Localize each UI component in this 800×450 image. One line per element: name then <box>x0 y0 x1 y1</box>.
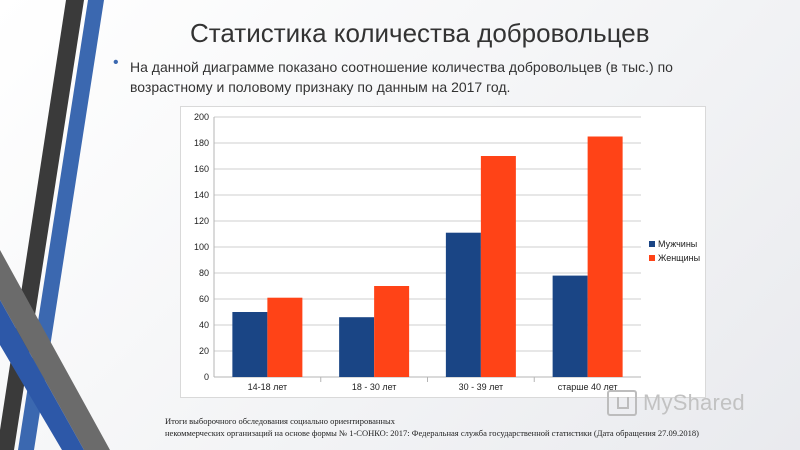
watermark: MyShared <box>607 388 777 418</box>
bar-men <box>339 317 375 377</box>
bar-men <box>445 232 481 377</box>
footnote-line-2: некоммерческих организаций на основе фор… <box>165 428 699 438</box>
legend-item-women: Женщины <box>649 253 705 263</box>
slide-subtitle: На данной диаграмме показано соотношение… <box>130 59 673 95</box>
legend-item-men: Мужчины <box>649 239 705 249</box>
bar-women <box>480 156 516 377</box>
bar-chart: 0 20 40 60 80 100 120 140 160 180 200 14-18 лет 18 -… <box>194 112 641 392</box>
y-tick-label: 40 <box>199 320 209 330</box>
y-tick-label: 140 <box>194 190 209 200</box>
y-tick-label: 180 <box>194 138 209 148</box>
x-tick-label: 18 - 30 лет <box>352 382 397 392</box>
chart-legend: Мужчины Женщины <box>649 239 705 267</box>
legend-swatch-men <box>649 241 655 247</box>
bar-women <box>374 286 410 377</box>
x-tick-label: старше 40 лет <box>558 382 618 392</box>
watermark-logo-icon <box>607 390 637 416</box>
legend-swatch-women <box>649 255 655 261</box>
y-tick-label: 200 <box>194 112 209 122</box>
y-tick-label: 160 <box>194 164 209 174</box>
y-tick-label: 100 <box>194 242 209 252</box>
legend-label-women: Женщины <box>658 253 701 263</box>
watermark-text: MyShared <box>643 390 745 415</box>
bar-women <box>587 136 623 377</box>
bar-women <box>267 297 303 377</box>
grey-stripe <box>0 250 110 450</box>
source-footnote: Итоги выборочного обследования социально… <box>165 415 795 439</box>
footnote-line-1: Итоги выборочного обследования социально… <box>165 416 395 426</box>
bar-men <box>552 275 588 377</box>
bar-men <box>232 312 268 377</box>
y-tick-label: 0 <box>204 372 209 382</box>
slide-title: Статистика количества добровольцев <box>190 18 650 48</box>
chart-container: 0 20 40 60 80 100 120 140 160 180 200 14-18 лет 18 -… <box>180 106 706 398</box>
y-tick-label: 60 <box>199 294 209 304</box>
legend-label-men: Мужчины <box>658 239 698 249</box>
bullet-icon: • <box>113 54 119 71</box>
x-tick-label: 30 - 39 лет <box>459 382 504 392</box>
y-tick-label: 20 <box>199 346 209 356</box>
slide-decoration <box>0 0 110 450</box>
x-tick-label: 14-18 лет <box>248 382 288 392</box>
y-tick-label: 80 <box>199 268 209 278</box>
y-tick-label: 120 <box>194 216 209 226</box>
blue-stripe-lower <box>0 300 84 450</box>
